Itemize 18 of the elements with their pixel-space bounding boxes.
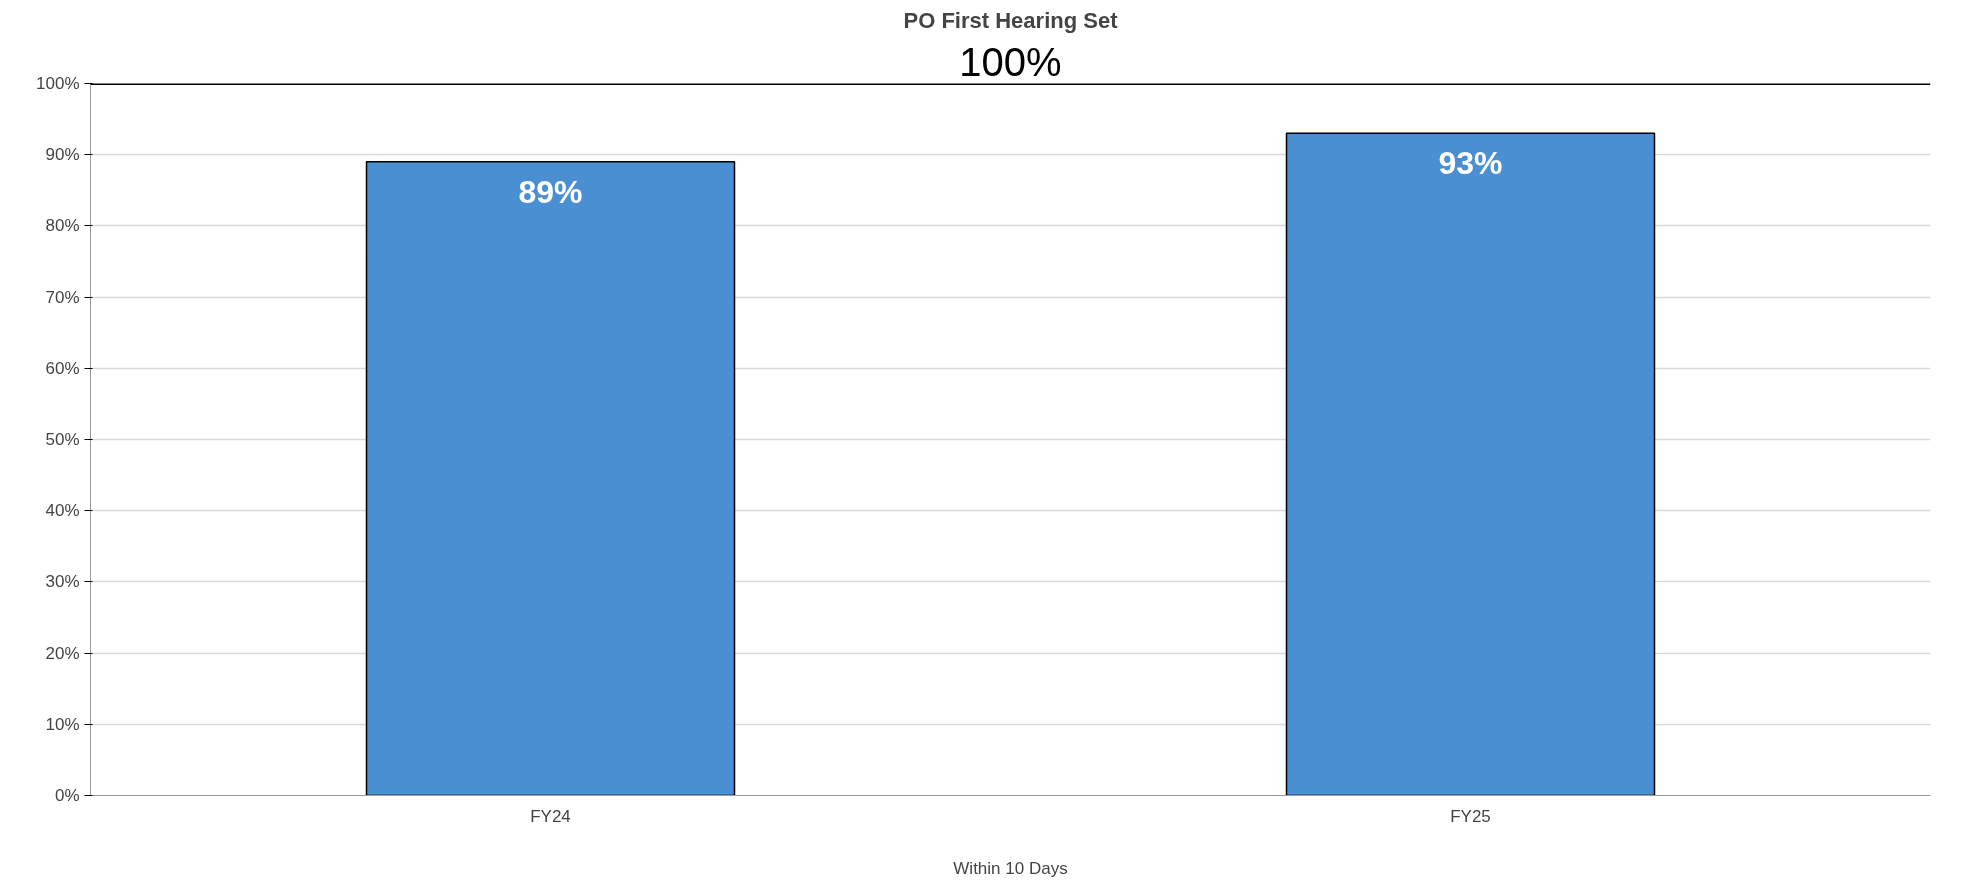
data-label: 93%	[1438, 145, 1503, 182]
y-tick-label: 70%	[45, 287, 80, 307]
chart-title: PO First Hearing Set	[903, 7, 1119, 33]
y-tick-label: 40%	[45, 501, 80, 521]
y-tick-label: 90%	[45, 145, 80, 165]
x-axis-title: Within 10 Days	[953, 858, 1068, 878]
x-tick-label: FY25	[1450, 806, 1491, 826]
y-tick-label: 30%	[45, 572, 80, 592]
ref-line-label: 100%	[959, 39, 1062, 84]
y-tick-label: 100%	[36, 74, 80, 93]
data-label: 89%	[518, 173, 583, 210]
y-tick-label: 50%	[45, 430, 80, 449]
y-tick-label: 10%	[45, 714, 80, 734]
y-tick-label: 0%	[54, 786, 80, 805]
y-tick-label: 80%	[45, 216, 80, 236]
y-tick-label: 60%	[45, 358, 80, 378]
x-tick-label: FY24	[530, 806, 571, 826]
y-tick-label: 20%	[45, 643, 80, 663]
